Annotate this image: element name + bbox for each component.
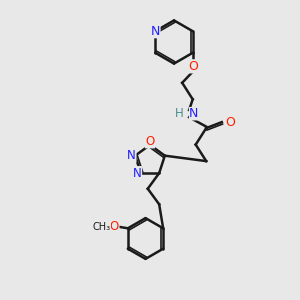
Text: O: O — [188, 60, 198, 73]
Text: O: O — [110, 220, 119, 233]
Text: N: N — [151, 25, 160, 38]
Text: O: O — [225, 116, 235, 129]
Text: CH₃: CH₃ — [93, 222, 111, 232]
Text: O: O — [146, 135, 154, 148]
Text: H: H — [175, 107, 184, 120]
Text: N: N — [133, 167, 142, 180]
Text: N: N — [127, 149, 136, 162]
Text: N: N — [189, 107, 199, 120]
